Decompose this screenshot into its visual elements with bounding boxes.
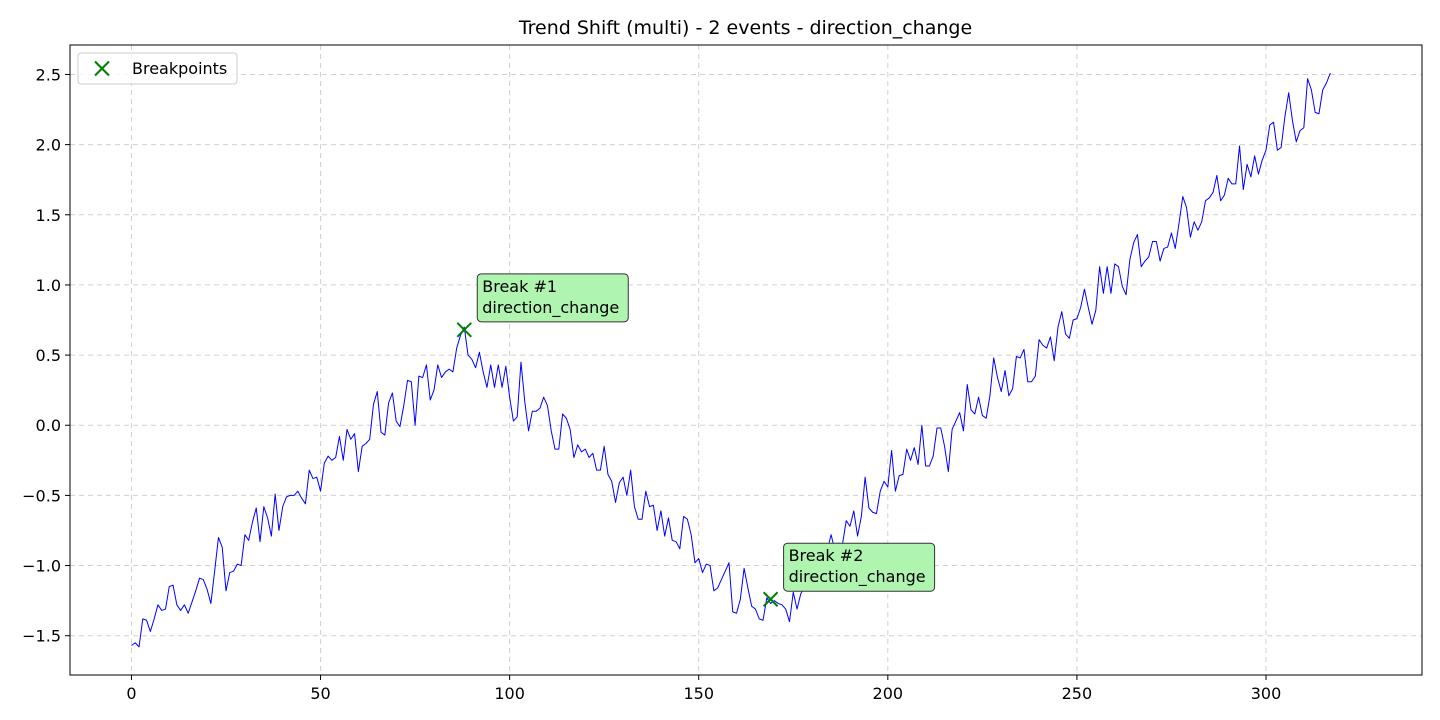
x-tick-label-4: 200 — [873, 684, 904, 703]
y-tick-label-3: 0.0 — [36, 416, 61, 435]
series-line-0 — [131, 72, 1331, 648]
breakpoint-annotation-2: Break #2 direction_change — [783, 542, 936, 592]
breakpoint-annotation-1: Break #1 direction_change — [476, 273, 629, 323]
y-tick-label-6: 1.5 — [36, 206, 61, 225]
y-tick-label-4: 0.5 — [36, 346, 61, 365]
breakpoint-marker-1 — [456, 322, 472, 338]
annotation-type-1: direction_change — [482, 298, 619, 318]
chart-title: Trend Shift (multi) - 2 events - directi… — [518, 17, 972, 39]
legend: Breakpoints — [77, 52, 238, 85]
legend-x-glyph — [94, 60, 110, 77]
breakpoint-marker-2 — [762, 591, 779, 607]
plot-frame — [69, 44, 1423, 676]
annotation-title-2: Break #2 — [789, 546, 864, 565]
y-tick-label-0: −1.5 — [22, 627, 61, 646]
x-tick-label-6: 300 — [1251, 684, 1282, 703]
legend-label-breakpoints: Breakpoints — [132, 59, 227, 78]
annotation-title-1: Break #1 — [482, 277, 557, 296]
x-tick-label-5: 250 — [1062, 684, 1093, 703]
legend-marker-x-icon — [94, 60, 110, 77]
y-tick-label-5: 1.0 — [36, 276, 61, 295]
x-tick-label-1: 50 — [310, 684, 330, 703]
y-tick-label-2: −0.5 — [22, 486, 61, 505]
y-tick-label-1: −1.0 — [22, 557, 61, 576]
axis-ticks: 0 50 100 150 200 250 300 −1.5 −1.0 −0.5 0.0 0.5 1.0 1… — [22, 65, 1281, 703]
y-tick-label-7: 2.0 — [36, 136, 61, 155]
annotation-type-2: direction_change — [789, 567, 926, 587]
breakpoint-annotations: Break #1 direction_change Break #2 directio… — [476, 273, 936, 592]
series-layer — [131, 72, 1331, 648]
annotation-box-2 — [783, 542, 936, 592]
legend-box — [77, 52, 238, 85]
x-tick-label-0: 0 — [126, 684, 136, 703]
x-tick-label-3: 150 — [683, 684, 714, 703]
y-tick-label-8: 2.5 — [36, 65, 61, 84]
annotation-box-1 — [476, 273, 629, 323]
grid — [70, 45, 1422, 675]
x-tick-label-2: 100 — [494, 684, 525, 703]
breakpoint-markers — [456, 322, 779, 607]
